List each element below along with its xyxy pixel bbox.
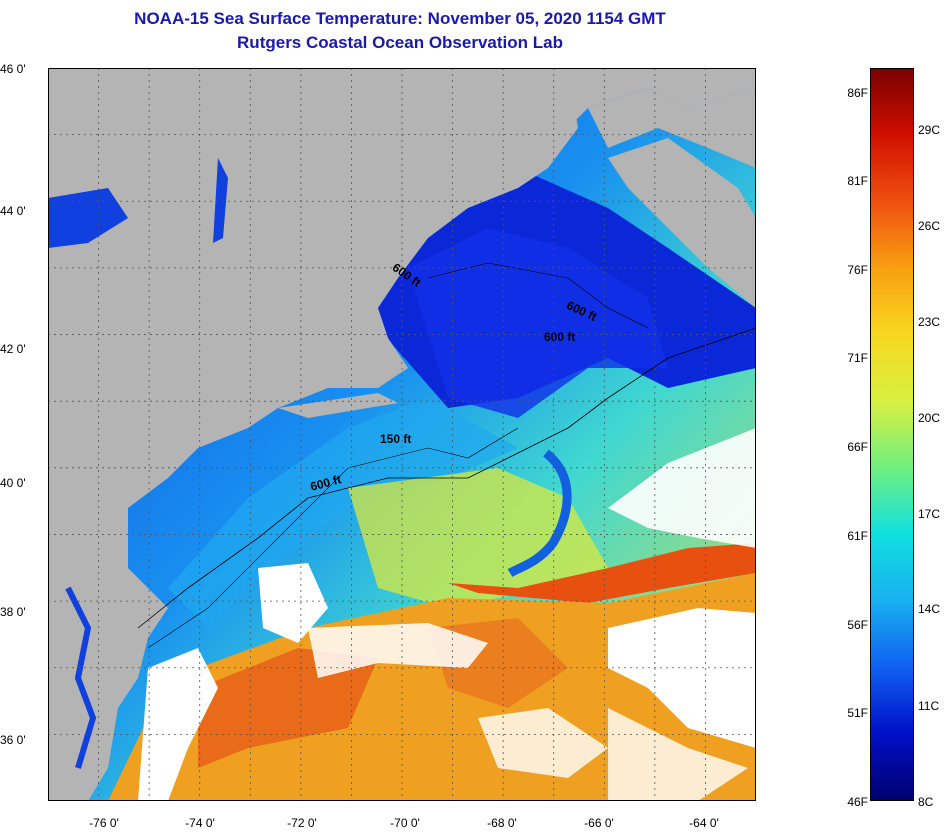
lat-tick-label: 40 0' xyxy=(0,476,26,490)
nova-scotia-land xyxy=(588,88,756,168)
map-title: NOAA-15 Sea Surface Temperature: Novembe… xyxy=(134,9,666,28)
colorbar-f-label: 86F xyxy=(847,86,868,100)
long-island xyxy=(278,393,398,418)
colorbar-c-label: 23C xyxy=(918,315,941,329)
lon-tick-label: -72 0' xyxy=(287,816,317,830)
lon-tick-label: -66 0' xyxy=(584,816,614,830)
cloud-patch xyxy=(478,708,608,778)
lon-tick-label: -68 0' xyxy=(487,816,517,830)
us-land xyxy=(48,68,578,801)
contour-label: 150 ft xyxy=(380,432,412,446)
temperature-colorbar xyxy=(870,68,914,801)
colorbar-f-label: 76F xyxy=(847,263,868,277)
sst-map-canvas xyxy=(48,68,756,801)
warm-core-patch xyxy=(198,648,378,768)
lat-tick-label: 36 0' xyxy=(0,733,26,747)
colorbar-f-label: 61F xyxy=(847,529,868,543)
map-subtitle: Rutgers Coastal Ocean Observation Lab xyxy=(237,33,563,52)
lat-tick-label: 42 0' xyxy=(0,342,26,356)
lake xyxy=(48,188,128,248)
colorbar-f-label: 56F xyxy=(847,618,868,632)
cloud-patch xyxy=(308,623,488,678)
georges-bank-water xyxy=(408,228,668,418)
cloud-patch xyxy=(608,428,756,548)
colorbar-f-label: 81F xyxy=(847,174,868,188)
nova-scotia-peninsula xyxy=(608,138,756,308)
colorbar-f-label: 51F xyxy=(847,706,868,720)
gulf-stream-wall xyxy=(448,543,756,603)
contour-label: 600 ft xyxy=(544,330,576,344)
colorbar-c-label: 26C xyxy=(918,219,941,233)
sst-map: 600 ft 600 ft 600 ft 150 ft 600 ft xyxy=(48,68,756,801)
colorbar-f-label: 71F xyxy=(847,351,868,365)
colorbar-f-label: 46F xyxy=(847,795,868,809)
colorbar-c-label: 11C xyxy=(918,699,940,713)
lake xyxy=(213,158,228,243)
colorbar-c-label: 8C xyxy=(918,795,934,809)
shelf-water xyxy=(168,398,518,628)
chesapeake-bay xyxy=(65,586,97,769)
lat-tick-label: 46 0' xyxy=(0,62,26,76)
colorbar-c-label: 29C xyxy=(918,123,941,137)
contour-600ft xyxy=(137,327,756,629)
map-border xyxy=(48,68,756,801)
colorbar-c-label: 14C xyxy=(918,602,941,616)
colorbar-c-label: 17C xyxy=(918,507,941,521)
colorbar-f-label: 66F xyxy=(847,440,868,454)
lat-tick-label: 44 0' xyxy=(0,204,26,218)
lon-tick-label: -74 0' xyxy=(185,816,215,830)
slope-water xyxy=(348,468,608,608)
colorbar-c-label: 20C xyxy=(918,411,941,425)
canada-land xyxy=(568,68,756,128)
graticule xyxy=(48,68,756,801)
cold-filament xyxy=(507,449,572,577)
cloud-patch xyxy=(138,648,218,801)
lon-tick-label: -70 0' xyxy=(390,816,420,830)
lat-tick-label: 38 0' xyxy=(0,605,26,619)
cloud-patch xyxy=(258,563,328,643)
cloud-patch xyxy=(608,608,756,748)
cloud-patch xyxy=(608,708,748,801)
lon-tick-label: -64 0' xyxy=(689,816,719,830)
lon-tick-label: -76 0' xyxy=(89,816,119,830)
